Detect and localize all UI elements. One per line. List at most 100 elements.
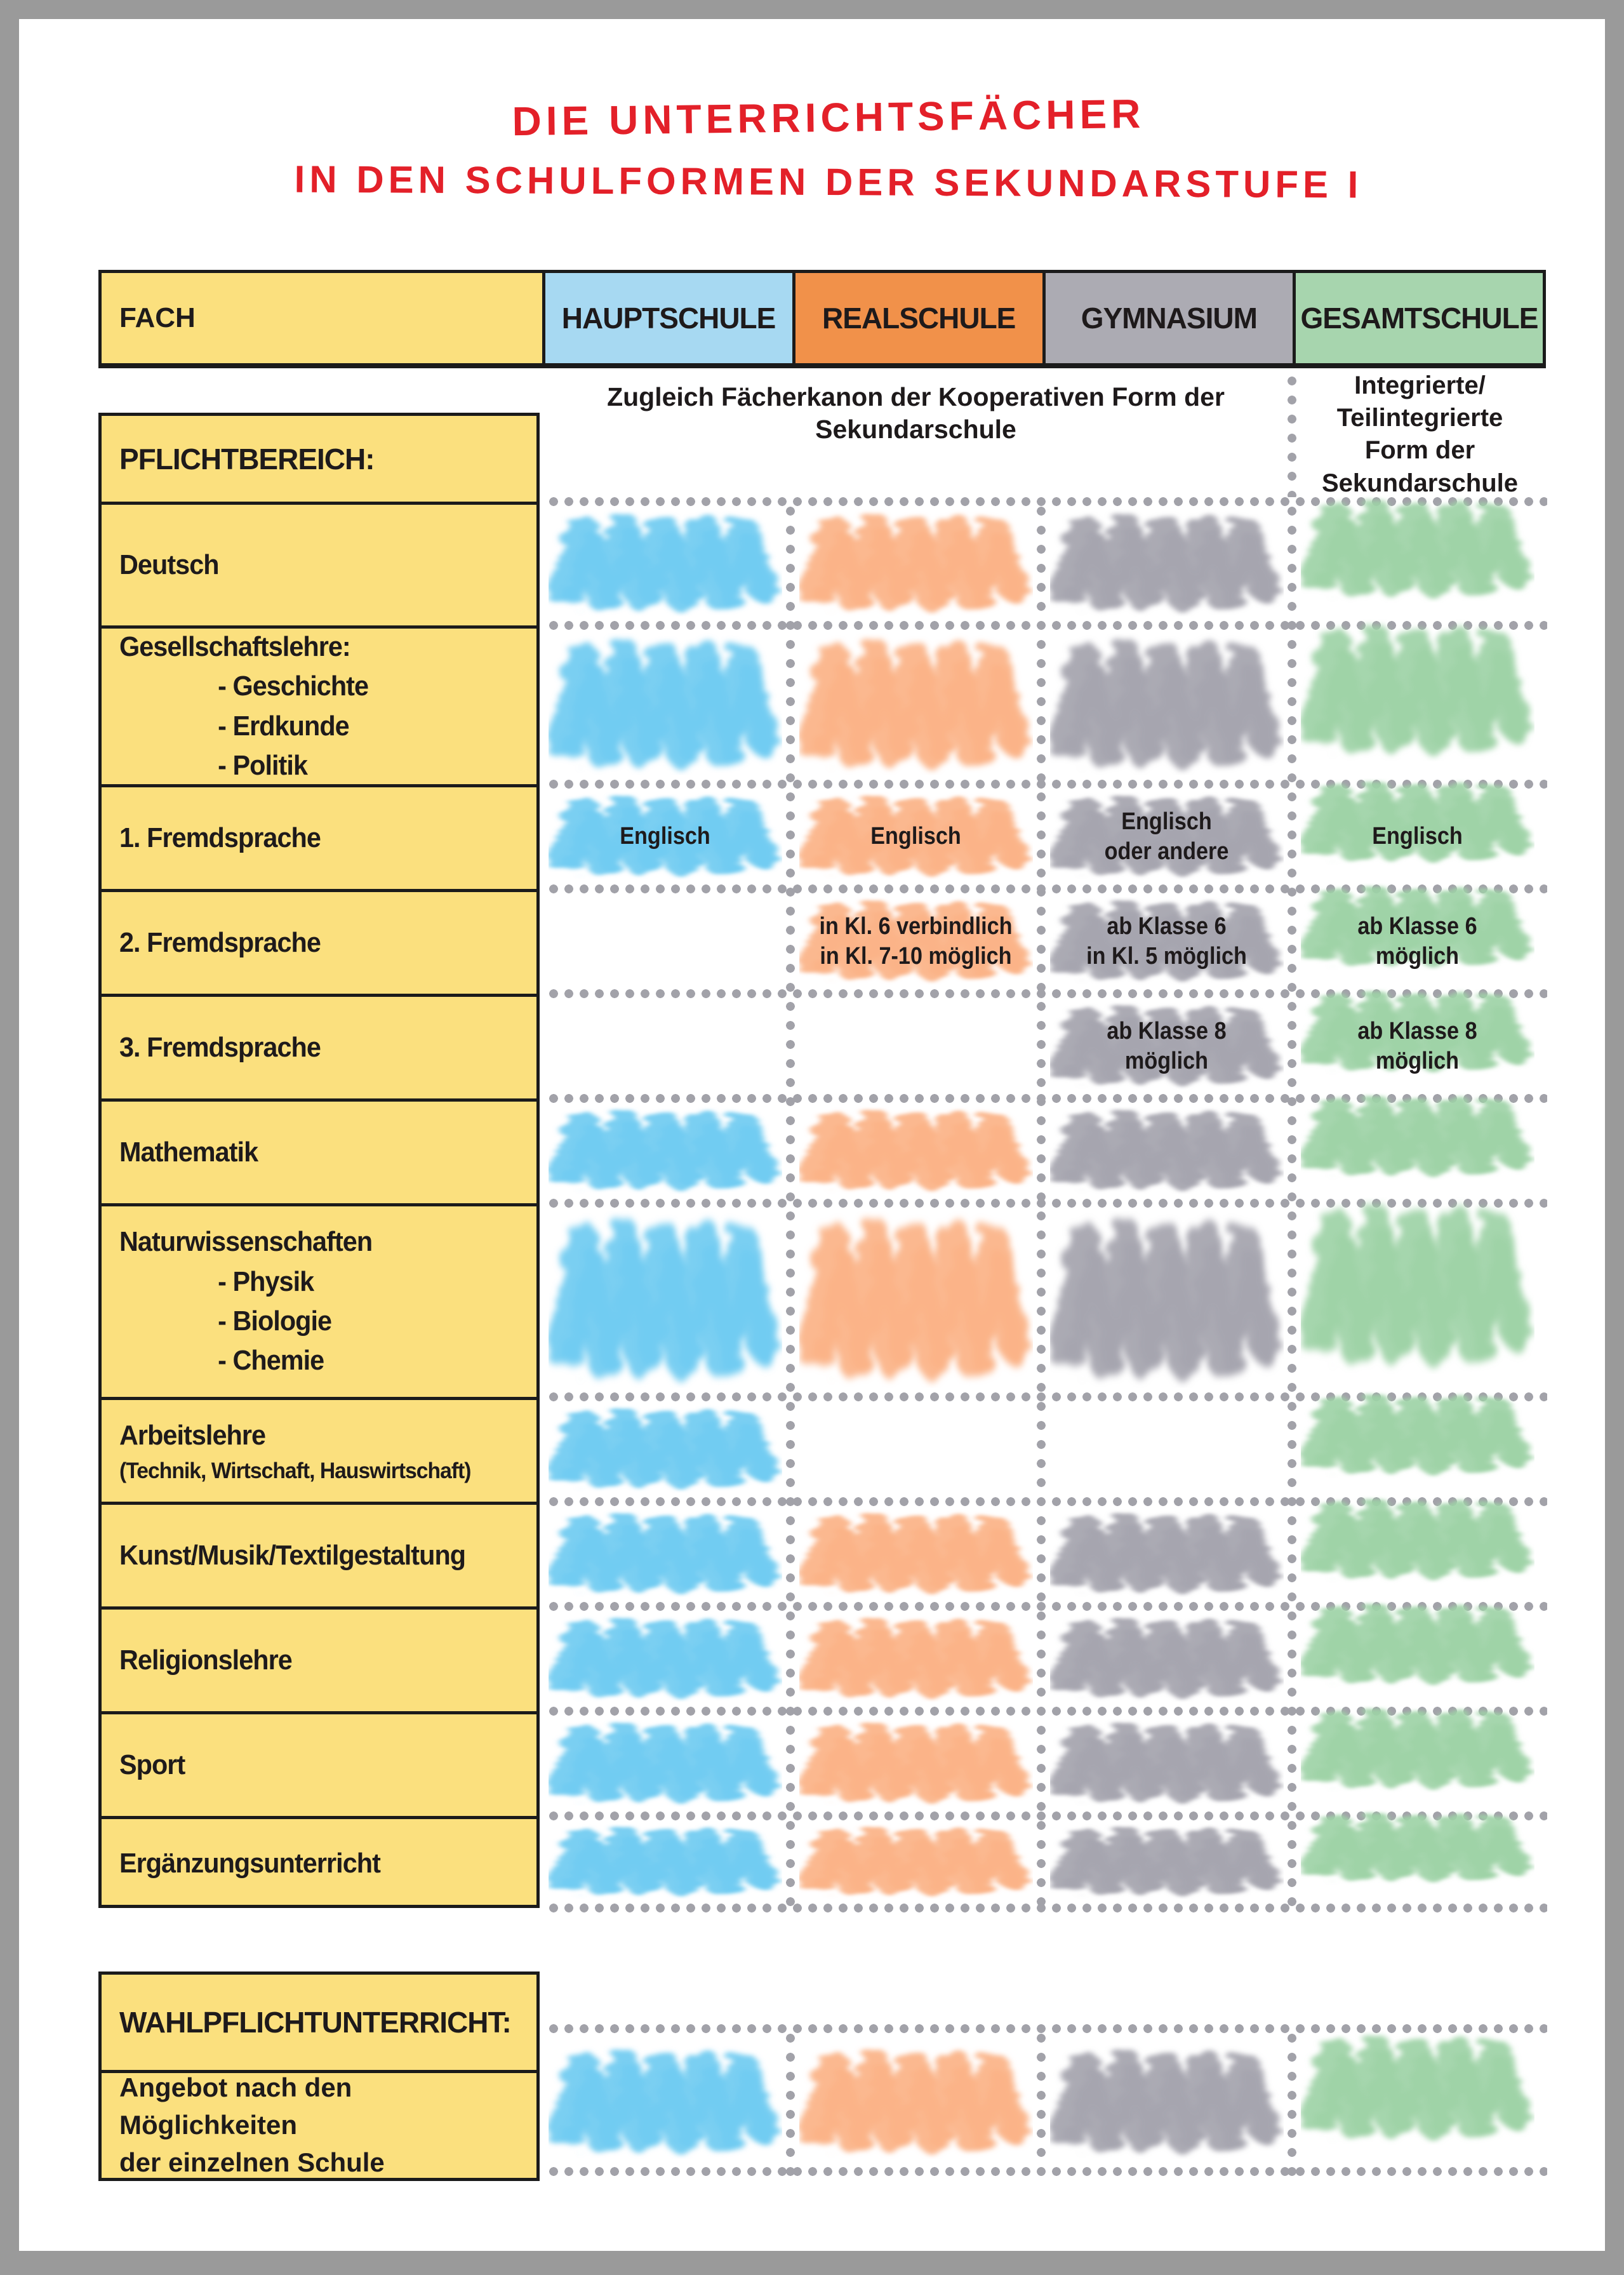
- mark-gesamtschule-religionslehre: [1301, 1600, 1534, 1688]
- page-title-line2: IN DEN SCHULFORMEN DER SEKUNDARSTUFE I: [294, 157, 1363, 206]
- grid-dotted-line: [785, 502, 795, 1908]
- mark-gesamtschule-arbeitslehre: [1301, 1391, 1534, 1479]
- pflichtbereich-heading: PFLICHTBEREICH:: [119, 442, 375, 476]
- grid-dotted-line: [1036, 2029, 1046, 2177]
- row-label-line: Naturwissenschaften: [119, 1226, 373, 1258]
- grid-dotted-line: [546, 2166, 1547, 2177]
- mark-hauptschule-deutsch: [549, 509, 782, 617]
- row-label-line: Sport: [119, 1749, 185, 1780]
- mark-gesamtschule-kunst-musik-textil: [1301, 1495, 1534, 1584]
- row-label-line: 2. Fremdsprache: [119, 926, 321, 958]
- grid-dotted-line: [1036, 502, 1046, 1908]
- mark-gymnasium-naturwissenschaften: [1050, 1211, 1284, 1388]
- grid-dotted-line: [1287, 502, 1297, 1908]
- mark-hauptschule-mathematik: [549, 1106, 782, 1194]
- mark-hauptschule-kunst-musik-textil: [549, 1509, 782, 1598]
- row-label-line: 1. Fremdsprache: [119, 822, 321, 853]
- mark-realschule-wahlpflicht: [799, 2045, 1033, 2159]
- row-label-naturwissenschaften: Naturwissenschaften - Physik - Biologie - C…: [102, 1203, 536, 1397]
- row-label-line: - Politik: [218, 749, 308, 781]
- row-label-line: - Erdkunde: [218, 710, 350, 742]
- grid-dotted-line: [1287, 371, 1297, 497]
- row-label-line: - Biologie: [218, 1305, 332, 1337]
- row-label-ergaenzungsunterricht: Ergänzungsunterricht: [102, 1816, 536, 1908]
- row-label-line: Religionslehre: [119, 1644, 293, 1676]
- mark-realschule-ergaenzungsunterricht: [799, 1824, 1033, 1899]
- row-label-line: - Chemie: [218, 1345, 324, 1377]
- mark-hauptschule-wahlpflicht: [549, 2045, 782, 2159]
- grid-dotted-line: [785, 2029, 795, 2177]
- mark-gesamtschule-ergaenzungsunterricht: [1301, 1810, 1534, 1885]
- header-hauptschule: HAUPTSCHULE: [542, 273, 792, 363]
- row-label-kunst-musik-textil: Kunst/Musik/Textilgestaltung: [102, 1502, 536, 1606]
- cell-text-gymnasium-fremdsprache-3: ab Klasse 8 möglich: [1107, 1018, 1227, 1074]
- note-kooperative-form: Zugleich Fächerkanon der Kooperativen Fo…: [607, 382, 1225, 444]
- wahlpflicht-column: WAHLPFLICHTUNTERRICHT: Angebot nach den …: [98, 1971, 540, 2181]
- cell-text-gymnasium-fremdsprache-1: Englisch oder andere: [1104, 808, 1229, 865]
- row-label-fremdsprache-1: 1. Fremdsprache: [102, 784, 536, 889]
- row-label-mathematik: Mathematik: [102, 1098, 536, 1203]
- mark-hauptschule-arbeitslehre: [549, 1404, 782, 1493]
- mark-realschule-sport: [799, 1719, 1033, 1807]
- row-label-fremdsprache-2: 2. Fremdsprache: [102, 889, 536, 994]
- row-label-line: 3. Fremdsprache: [119, 1031, 321, 1063]
- row-label-line: Arbeitslehre: [119, 1420, 266, 1451]
- row-label-fremdsprache-3: 3. Fremdsprache: [102, 994, 536, 1098]
- mark-gesamtschule-deutsch: [1301, 495, 1534, 603]
- mark-realschule-gesellschaftslehre: [799, 633, 1033, 775]
- mark-realschule-mathematik: [799, 1106, 1033, 1194]
- header-fach: FACH: [119, 302, 196, 333]
- pflichtbereich-column: PFLICHTBEREICH: Deutsch Gesellschaftslehr…: [98, 413, 540, 1908]
- cell-text-realschule-fremdsprache-1: Englisch: [870, 823, 961, 850]
- mark-gymnasium-deutsch: [1050, 509, 1284, 617]
- row-label-line: Gesellschaftslehre:: [119, 630, 351, 662]
- note-integrierte-form: Integrierte/ Teilintegrierte Form der Se…: [1321, 371, 1518, 497]
- mark-gymnasium-wahlpflicht: [1050, 2045, 1284, 2159]
- mark-hauptschule-naturwissenschaften: [549, 1211, 782, 1388]
- cell-text-gesamtschule-fremdsprache-2: ab Klasse 6 möglich: [1357, 913, 1477, 970]
- row-label-deutsch: Deutsch: [102, 502, 536, 625]
- header-gesamtschule: GESAMTSCHULE: [1292, 273, 1543, 363]
- wahlpflicht-heading: WAHLPFLICHTUNTERRICHT:: [119, 2006, 512, 2039]
- mark-gymnasium-kunst-musik-textil: [1050, 1509, 1284, 1598]
- grid-dotted-line: [546, 1903, 1547, 1913]
- mark-gesamtschule-wahlpflicht: [1301, 2031, 1534, 2145]
- mark-gymnasium-sport: [1050, 1719, 1284, 1807]
- row-label-line: Deutsch: [119, 549, 220, 580]
- header-realschule: REALSCHULE: [792, 273, 1042, 363]
- row-label-line: - Geschichte: [218, 670, 369, 702]
- mark-realschule-kunst-musik-textil: [799, 1509, 1033, 1598]
- row-label-sport: Sport: [102, 1711, 536, 1816]
- mark-hauptschule-ergaenzungsunterricht: [549, 1824, 782, 1899]
- mark-gesamtschule-naturwissenschaften: [1301, 1197, 1534, 1374]
- mark-realschule-deutsch: [799, 509, 1033, 617]
- wahlpflicht-label: Angebot nach den Möglichkeiten der einze…: [102, 2070, 536, 2178]
- header-gymnasium: GYMNASIUM: [1042, 273, 1293, 363]
- row-label-line: (Technik, Wirtschaft, Hauswirtschaft): [119, 1458, 471, 1483]
- row-label-line: Kunst/Musik/Textilgestaltung: [119, 1539, 466, 1571]
- mark-gymnasium-mathematik: [1050, 1106, 1284, 1194]
- row-label-line: - Physik: [218, 1265, 314, 1297]
- row-label-gesellschaftslehre: Gesellschaftslehre: - Geschichte - Erdkund…: [102, 625, 536, 784]
- cell-text-realschule-fremdsprache-2: in Kl. 6 verbindlich in Kl. 7-10 möglich: [819, 913, 1013, 970]
- mark-realschule-naturwissenschaften: [799, 1211, 1033, 1388]
- grid-dotted-line: [1287, 2029, 1297, 2177]
- mark-hauptschule-sport: [549, 1719, 782, 1807]
- cell-text-gesamtschule-fremdsprache-1: Englisch: [1372, 823, 1463, 850]
- table-header-row: FACH HAUPTSCHULE REALSCHULE GYMNASIUM GESAM…: [98, 270, 1546, 368]
- mark-gymnasium-gesellschaftslehre: [1050, 633, 1284, 775]
- row-label-line: Ergänzungsunterricht: [119, 1847, 381, 1879]
- cell-text-gymnasium-fremdsprache-2: ab Klasse 6 in Kl. 5 möglich: [1086, 913, 1247, 970]
- mark-gesamtschule-mathematik: [1301, 1092, 1534, 1180]
- row-label-religionslehre: Religionslehre: [102, 1606, 536, 1711]
- mark-gesamtschule-gesellschaftslehre: [1301, 619, 1534, 761]
- mark-hauptschule-gesellschaftslehre: [549, 633, 782, 775]
- row-label-arbeitslehre: Arbeitslehre (Technik, Wirtschaft, Hauswi…: [102, 1397, 536, 1502]
- cell-text-gesamtschule-fremdsprache-3: ab Klasse 8 möglich: [1357, 1018, 1477, 1074]
- mark-gymnasium-religionslehre: [1050, 1614, 1284, 1702]
- cell-text-hauptschule-fremdsprache-1: Englisch: [620, 823, 710, 850]
- mark-hauptschule-religionslehre: [549, 1614, 782, 1702]
- mark-gymnasium-ergaenzungsunterricht: [1050, 1824, 1284, 1899]
- mark-gesamtschule-sport: [1301, 1705, 1534, 1793]
